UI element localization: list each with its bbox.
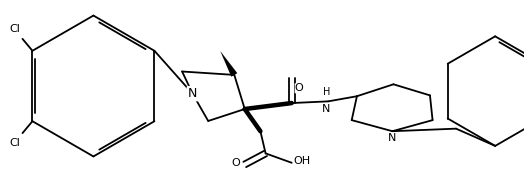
Text: OH: OH [294, 156, 311, 166]
Text: N: N [188, 87, 197, 100]
Text: O: O [231, 158, 240, 169]
Text: N: N [388, 133, 397, 143]
Text: N: N [322, 104, 330, 114]
Text: Cl: Cl [9, 24, 20, 34]
Text: H: H [322, 87, 330, 97]
Text: Cl: Cl [9, 138, 20, 148]
Text: O: O [295, 83, 304, 93]
Polygon shape [220, 51, 237, 77]
